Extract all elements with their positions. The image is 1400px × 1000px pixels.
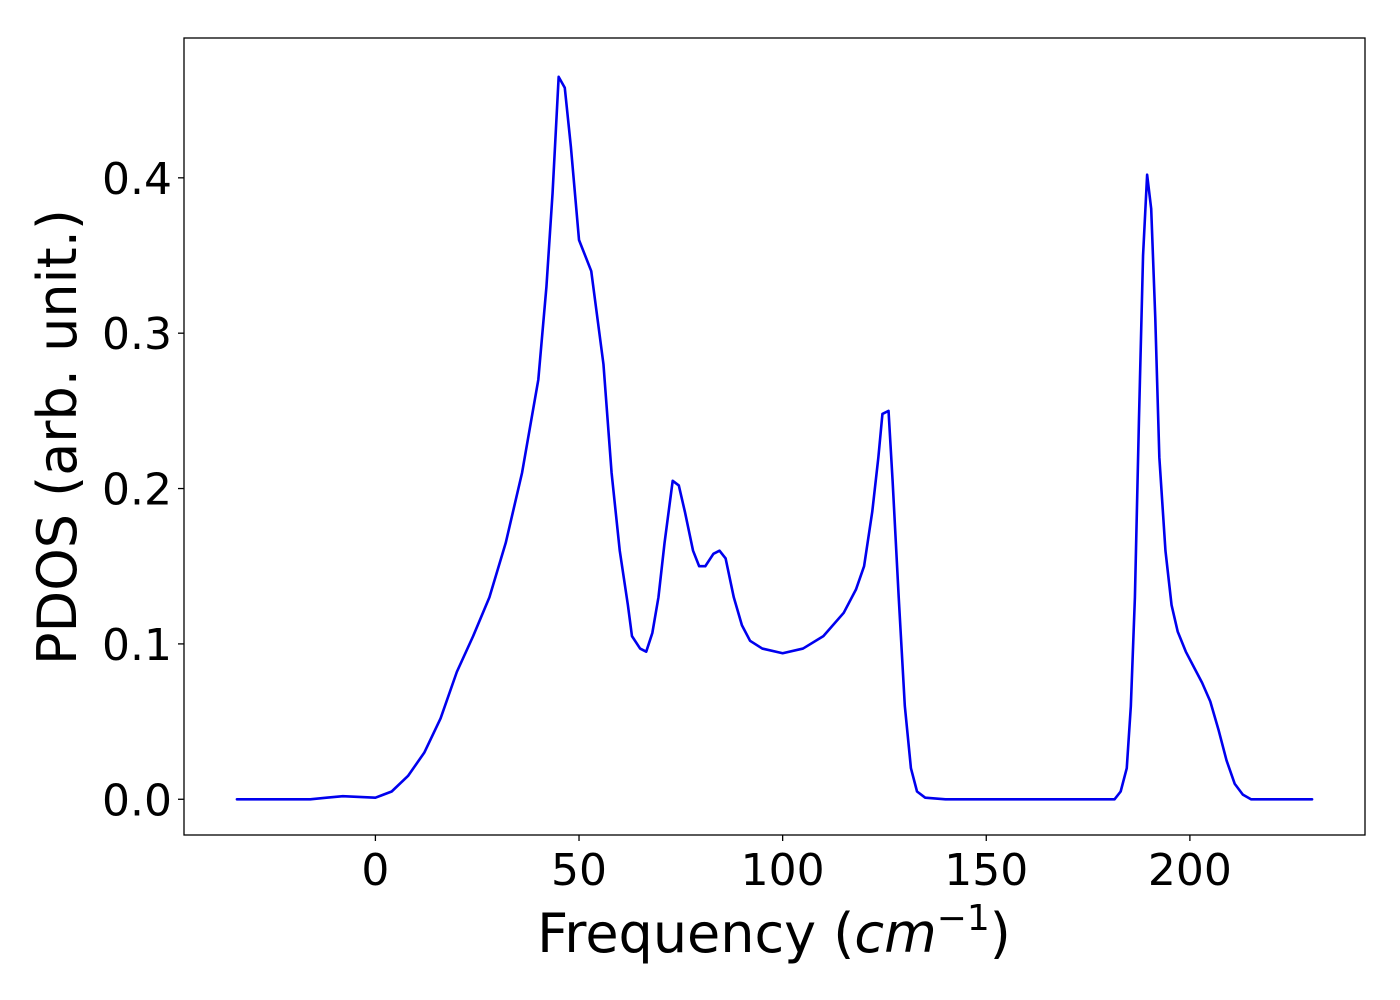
- series-layer: [235, 75, 1314, 801]
- x-tick-label: 0: [361, 845, 389, 896]
- x-axis-label: Frequency (cm−1): [537, 898, 1011, 965]
- x-tick-label: 100: [741, 845, 825, 896]
- x-tick-label: 50: [551, 845, 607, 896]
- y-axis-label: PDOS (arb. unit.): [26, 209, 89, 665]
- x-axis-ticks: 0 50 100 150 200: [361, 835, 1232, 896]
- y-tick-label: 0.0: [102, 775, 172, 826]
- y-tick-label: 0.1: [102, 620, 172, 671]
- y-tick-label: 0.2: [102, 465, 172, 516]
- series-line-0: [235, 75, 1314, 801]
- y-tick-label: 0.4: [102, 154, 172, 205]
- y-tick-label: 0.3: [102, 309, 172, 360]
- plot-frame: [183, 37, 1366, 836]
- y-axis-ticks: 0.0 0.1 0.2 0.3 0.4: [102, 154, 184, 826]
- x-tick-label: 150: [944, 845, 1028, 896]
- x-tick-label: 200: [1148, 845, 1232, 896]
